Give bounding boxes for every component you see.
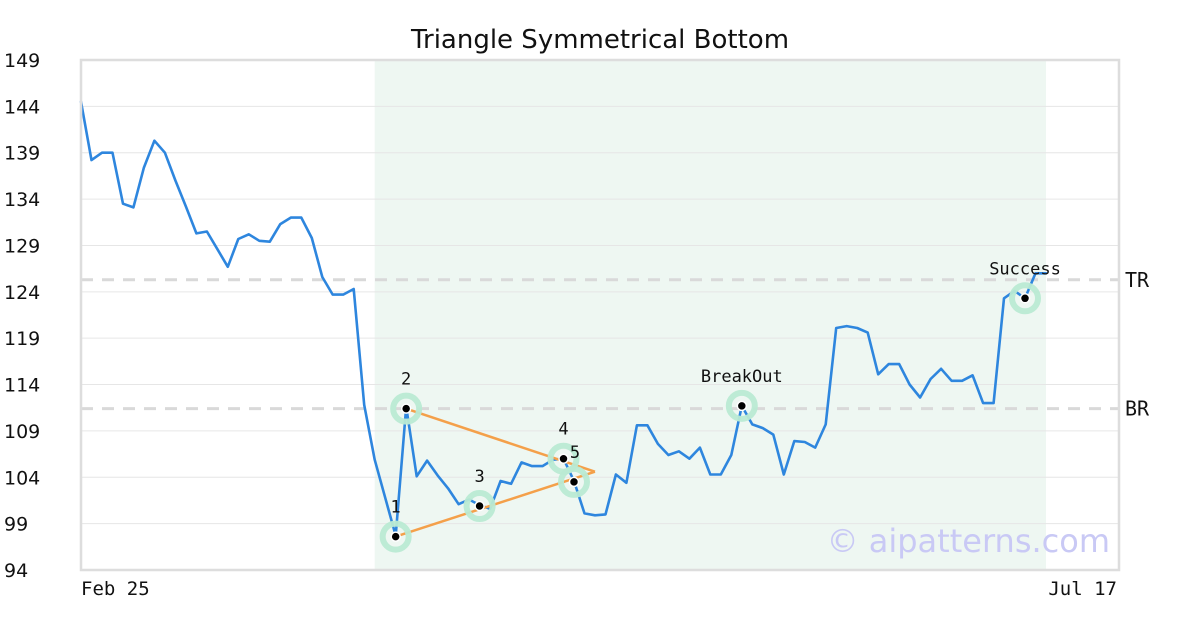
chart-title: Triangle Symmetrical Bottom xyxy=(410,25,789,55)
x-tick-label: Jul 17 xyxy=(1048,578,1117,600)
y-tick-label: 129 xyxy=(4,235,40,257)
y-tick-label: 149 xyxy=(4,50,40,72)
x-axis-ticks: Feb 25 Jul 17 xyxy=(81,578,1117,600)
y-tick-label: 94 xyxy=(4,560,28,582)
y-tick-label: 109 xyxy=(4,421,40,443)
marker-label: 4 xyxy=(558,420,568,440)
y-tick-label: 124 xyxy=(4,282,40,304)
marker-halo xyxy=(1009,282,1042,315)
marker-dot xyxy=(736,400,748,412)
grid-lines xyxy=(81,59,1119,571)
marker-dot xyxy=(558,453,569,464)
marker-halo xyxy=(463,490,496,523)
marker-label: 2 xyxy=(401,370,411,390)
marker-dot xyxy=(400,403,412,414)
y-tick-label: 99 xyxy=(4,514,28,536)
marker-dot xyxy=(1019,293,1031,304)
marker-dot xyxy=(568,476,580,488)
y-tick-label: 139 xyxy=(4,143,40,165)
marker-label: BreakOut xyxy=(701,367,783,387)
pattern-highlight-band xyxy=(374,60,1046,570)
y-tick-label: 134 xyxy=(4,189,40,211)
marker-halo xyxy=(379,520,412,553)
marker-dot xyxy=(390,531,401,542)
pattern-markers: 1 2 3 45 BreakOut Success xyxy=(379,259,1061,553)
marker-label: 3 xyxy=(474,467,484,487)
y-axis-ticks: 94 99 104 109 114 119 124 129 134 139 144 149 xyxy=(4,50,40,582)
level-label: BR xyxy=(1125,397,1150,421)
marker-label: 5 xyxy=(570,443,580,463)
level-label: TR xyxy=(1125,268,1150,292)
plot-frame xyxy=(79,58,1121,572)
y-tick-label: 144 xyxy=(4,96,40,118)
x-tick-label: Feb 25 xyxy=(81,578,150,600)
marker-label: 1 xyxy=(391,498,401,518)
marker-halo xyxy=(725,389,758,422)
y-tick-label: 104 xyxy=(4,467,40,489)
y-tick-label: 119 xyxy=(4,328,40,350)
watermark: © aipatterns.com xyxy=(827,522,1110,560)
marker-label: Success xyxy=(989,259,1061,279)
marker-halo xyxy=(390,392,423,425)
marker-dot xyxy=(474,500,485,512)
marker-halo xyxy=(557,465,590,498)
level-lines: TR BR xyxy=(81,268,1150,421)
y-tick-label: 114 xyxy=(4,375,40,397)
